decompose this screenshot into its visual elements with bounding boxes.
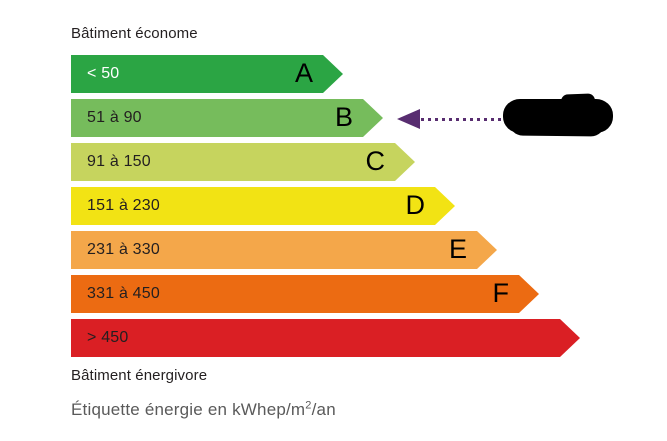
bar-range-label: > 450 — [87, 329, 129, 346]
caption-economical-building: Bâtiment économe — [71, 25, 198, 42]
bar-class-letter: C — [365, 146, 386, 176]
bar-range-label: 231 à 330 — [87, 241, 160, 258]
bar-class-letter: B — [334, 102, 353, 132]
energy-class-bar-c: 91 à 150 C — [71, 143, 415, 181]
energy-unit-exponent: 2 — [305, 399, 312, 412]
bar-arrow-shape — [71, 99, 383, 137]
bar-arrow-shape — [71, 55, 343, 93]
bar-arrow-shape — [71, 187, 455, 225]
bar-range-label: 331 à 450 — [87, 285, 160, 302]
bar-class-letter: D — [405, 190, 426, 220]
bar-class-letter: A — [294, 58, 313, 88]
energy-unit-text-after: /an — [311, 400, 336, 419]
energy-class-scale: < 50 A 51 à 90 B 91 à 150 C 151 à 230 D 231 à 33… — [71, 55, 580, 357]
bar-range-label: 151 à 230 — [87, 197, 160, 214]
caption-energy-hungry-building: Bâtiment énergivore — [71, 367, 208, 384]
energy-class-bar-a: < 50 A — [71, 55, 343, 93]
energy-class-bar-f: 331 à 450 F — [71, 275, 539, 313]
bar-arrow-shape — [71, 275, 539, 313]
bar-range-label: 91 à 150 — [87, 153, 151, 170]
energy-class-bar-d: 151 à 230 D — [71, 187, 455, 225]
energy-class-bar-e: 231 à 330 E — [71, 231, 497, 269]
bar-range-label: 51 à 90 — [87, 109, 142, 126]
bar-range-label: < 50 — [87, 65, 120, 82]
energy-class-bar-b: 51 à 90 B — [71, 99, 383, 137]
bar-arrow-shape — [71, 143, 415, 181]
bar-arrow-shape — [71, 231, 497, 269]
bar-class-letter: E — [448, 234, 467, 264]
bar-arrow-shape — [71, 319, 580, 357]
bar-class-letter: F — [492, 278, 510, 308]
energy-class-bar-g: > 450 — [71, 319, 580, 357]
caption-energy-unit: Étiquette énergie en kWhep/m2/an — [71, 400, 336, 420]
energy-unit-text-before: Étiquette énergie en kWhep/m — [71, 400, 306, 419]
